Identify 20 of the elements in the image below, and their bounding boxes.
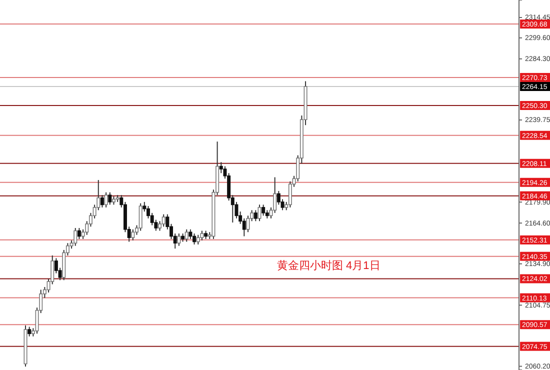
candlestick <box>188 228 192 240</box>
candlestick <box>104 192 108 208</box>
candlestick <box>77 228 81 240</box>
candlestick <box>138 202 142 232</box>
candlestick <box>100 194 104 208</box>
candlestick <box>131 228 135 241</box>
candlestick <box>184 228 188 242</box>
candlestick <box>177 232 181 246</box>
annotation: 黄金四小时图 4月1日 <box>277 259 380 272</box>
candlestick <box>254 210 258 222</box>
candlestick <box>74 228 78 246</box>
candlestick <box>192 232 196 245</box>
candlestick <box>142 201 146 212</box>
candlestick <box>200 230 204 241</box>
candlestick <box>162 214 166 228</box>
candlestick <box>262 204 266 216</box>
candlestick <box>28 326 32 337</box>
candlestick <box>196 234 200 245</box>
candlestick <box>246 215 250 233</box>
candlestick <box>108 192 112 206</box>
